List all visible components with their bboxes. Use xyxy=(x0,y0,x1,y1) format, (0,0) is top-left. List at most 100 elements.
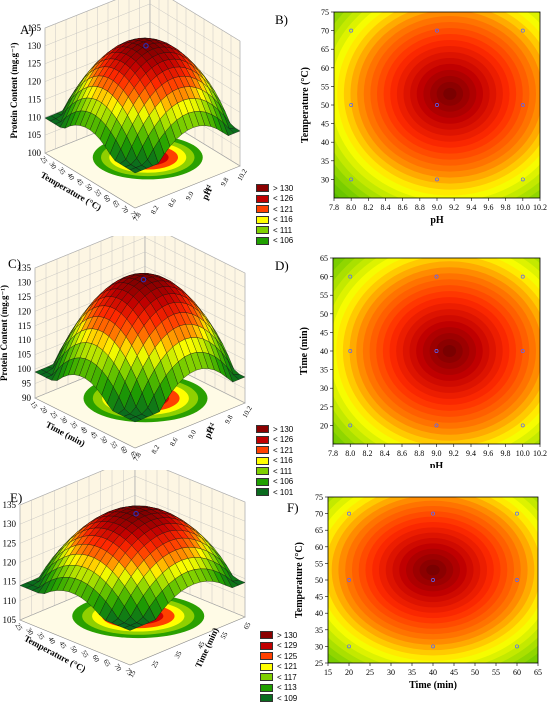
x-tick-label: 9.2 xyxy=(449,203,459,212)
y-tick-label: 50 xyxy=(321,101,329,110)
x-tick-label: 7.8 xyxy=(328,449,338,458)
x-tick-label: 40 xyxy=(429,668,437,677)
y-tick-label: 9.8 xyxy=(219,176,231,188)
y-tick-label: 75 xyxy=(321,8,329,17)
z-tick-label: 125 xyxy=(18,292,32,302)
x-axis-label: pH xyxy=(430,461,444,468)
x-tick-label: 9.4 xyxy=(466,203,476,212)
legend-swatch xyxy=(260,642,273,650)
y-tick-label: 30 xyxy=(315,642,323,651)
x-tick-label: 50 xyxy=(471,668,479,677)
legend-swatch xyxy=(256,216,269,224)
x-tick-label: 7.8 xyxy=(329,203,339,212)
legend-swatch xyxy=(260,673,273,681)
y-tick-label: 8.6 xyxy=(168,436,180,448)
x-tick-label: 9.6 xyxy=(484,203,494,212)
x-tick-label: 8.0 xyxy=(345,449,355,458)
x-tick-label: 40 xyxy=(79,425,90,435)
x-tick-label: 20 xyxy=(345,668,353,677)
legend-swatch xyxy=(256,184,269,192)
y-tick-label: 50 xyxy=(315,576,323,585)
y-tick-label: 55 xyxy=(219,630,230,640)
z-tick-label: 105 xyxy=(18,350,32,360)
z-tick-label: 115 xyxy=(18,321,32,331)
x-tick-label: 35 xyxy=(69,420,80,430)
legend-swatch xyxy=(256,195,269,203)
y-tick-label: 65 xyxy=(321,45,329,54)
y-tick-label: 30 xyxy=(321,175,329,184)
x-tick-label: 9.8 xyxy=(501,203,511,212)
x-tick-label: 8.0 xyxy=(346,203,356,212)
x-tick-label: 8.8 xyxy=(415,203,425,212)
y-tick-label: 65 xyxy=(242,621,253,631)
x-tick-label: 10.0 xyxy=(516,203,530,212)
y-tick-label: 10.2 xyxy=(236,167,249,182)
y-tick-label: 45 xyxy=(321,120,329,129)
x-tick-label: 15 xyxy=(324,668,332,677)
y-tick-label: 9.8 xyxy=(223,413,235,425)
x-tick-label: 60 xyxy=(119,445,130,455)
x-tick-label: 8.6 xyxy=(397,449,407,458)
y-tick-label: 35 xyxy=(321,157,329,166)
z-axis-label: Protein Content (mg.g⁻¹) xyxy=(0,285,9,381)
y-tick-label: 8.2 xyxy=(149,204,161,216)
y-tick-label: 20 xyxy=(320,421,328,430)
y-tick-label: 55 xyxy=(315,559,323,568)
z-tick-label: 120 xyxy=(28,77,42,87)
y-tick-label: 9.0 xyxy=(184,190,196,202)
z-tick-label: 105 xyxy=(3,615,17,625)
x-tick-label: 60 xyxy=(91,653,102,663)
legend-swatch xyxy=(256,226,269,234)
z-tick-label: 95 xyxy=(22,379,32,389)
y-tick-label: 70 xyxy=(321,27,329,36)
z-tick-label: 120 xyxy=(18,306,32,316)
x-tick-label: 8.4 xyxy=(380,449,390,458)
x-axis-label: Time (min) xyxy=(44,419,87,448)
x-tick-label: 35 xyxy=(408,668,416,677)
x-tick-label: 10.2 xyxy=(533,449,547,458)
z-tick-label: 130 xyxy=(28,41,42,51)
y-tick-label: 35 xyxy=(315,626,323,635)
x-tick-label: 65 xyxy=(102,658,113,668)
y-tick-label: 45 xyxy=(320,328,328,337)
z-tick-label: 125 xyxy=(28,59,42,69)
y-tick-label: 55 xyxy=(321,82,329,91)
x-tick-label: 10.0 xyxy=(516,449,530,458)
legend-swatch xyxy=(260,694,273,702)
z-tick-label: 100 xyxy=(28,148,42,158)
x-tick-label: 8.2 xyxy=(363,203,373,212)
x-tick-label: 20 xyxy=(39,405,50,415)
y-axis-label: Temperature (°C) xyxy=(300,67,311,143)
z-tick-label: 110 xyxy=(18,335,32,345)
x-tick-label: 50 xyxy=(69,644,80,654)
legend-swatch xyxy=(256,446,269,454)
z-tick-label: 125 xyxy=(3,538,17,548)
z-tick-label: 130 xyxy=(18,277,32,287)
z-tick-label: 105 xyxy=(28,130,42,140)
y-tick-label: 50 xyxy=(320,310,328,319)
x-tick-label: 8.6 xyxy=(398,203,408,212)
x-tick-label: 45 xyxy=(89,430,100,440)
x-tick-label: 8.4 xyxy=(381,203,391,212)
legend-swatch xyxy=(260,652,273,660)
y-tick-label: 8.2 xyxy=(150,443,162,455)
z-axis-label: Protein Content (mg.g⁻¹) xyxy=(9,42,19,138)
x-tick-label: 50 xyxy=(99,435,110,445)
legend-swatch xyxy=(256,436,269,444)
x-tick-label: 25 xyxy=(49,410,60,420)
z-tick-label: 100 xyxy=(18,364,32,374)
x-tick-label: 25 xyxy=(366,668,374,677)
